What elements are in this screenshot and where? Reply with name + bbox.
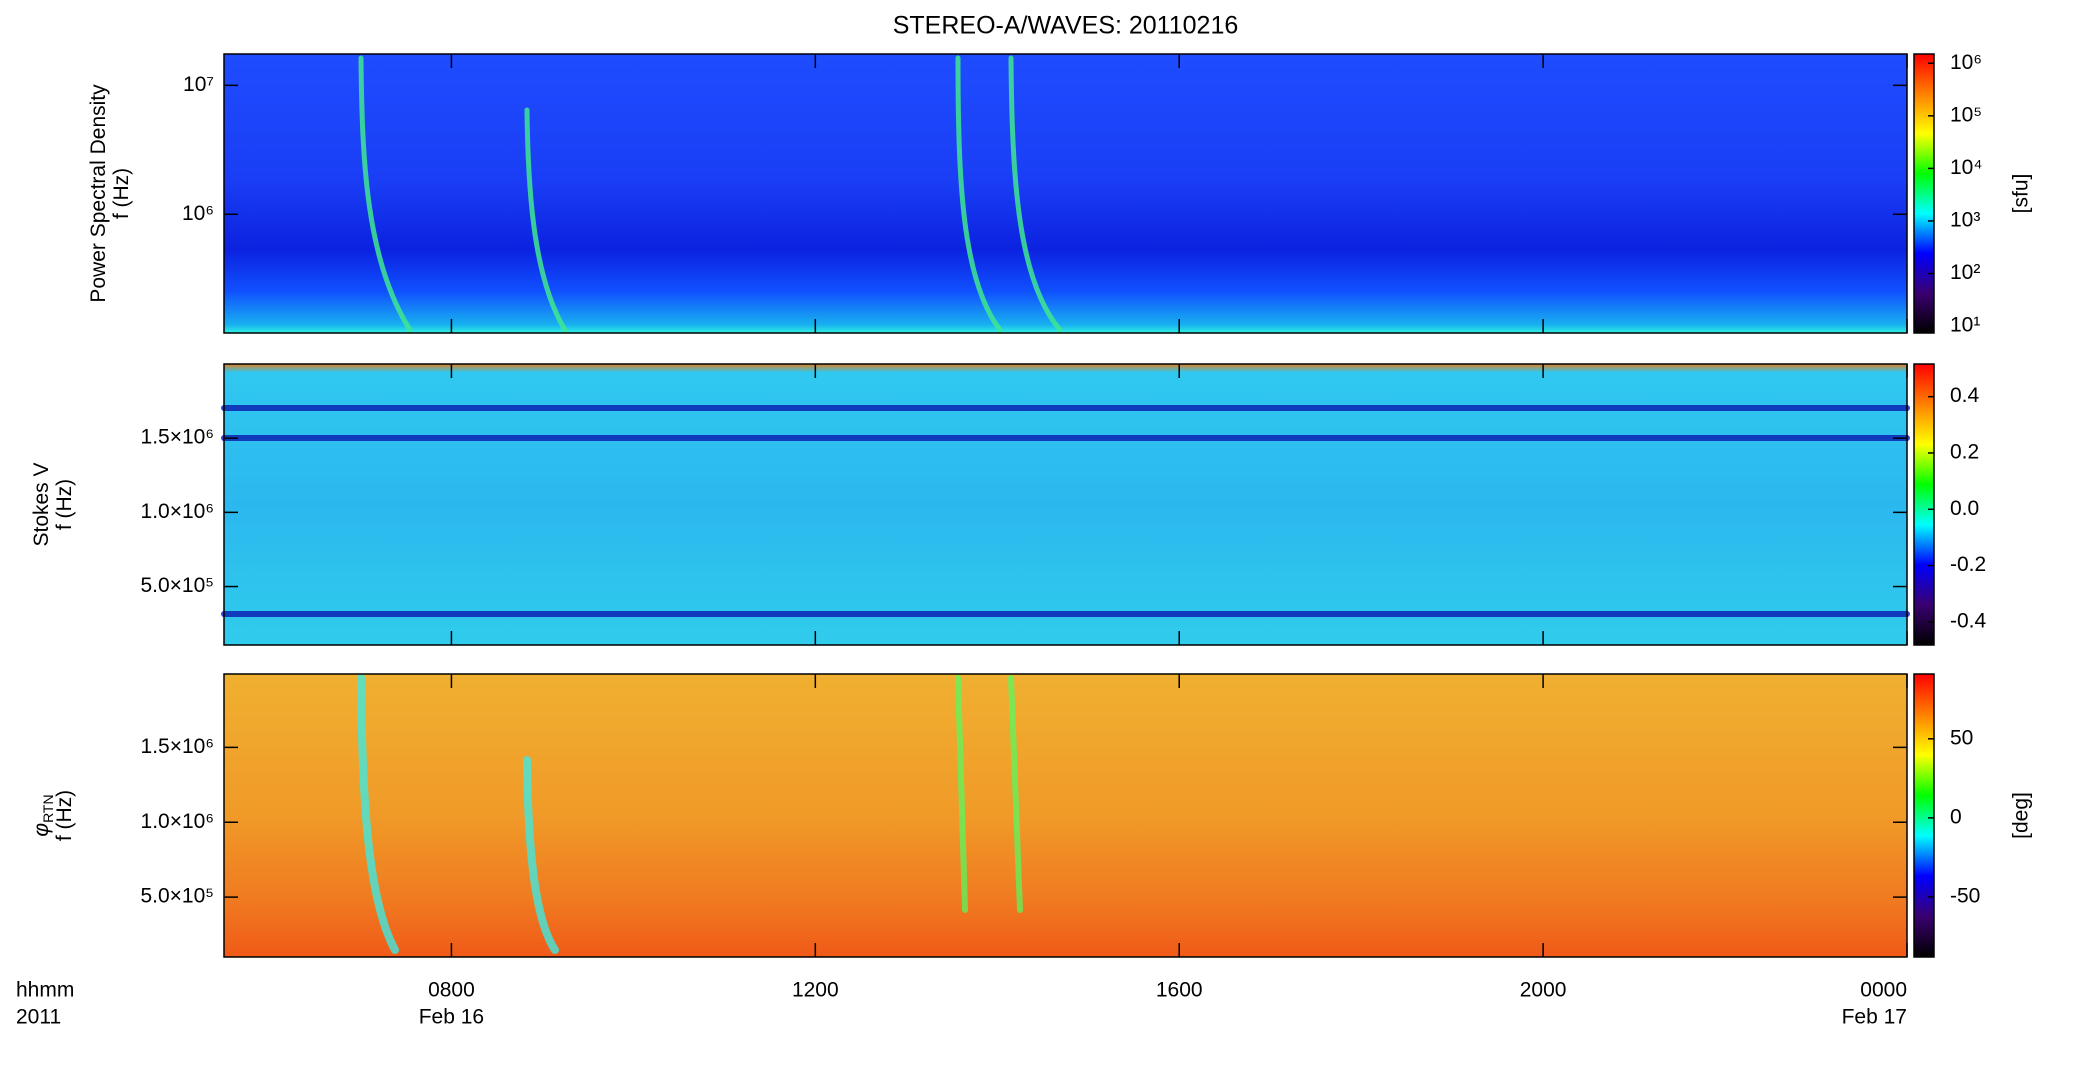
burst <box>1008 675 1023 913</box>
colorbar-tick-label: 10⁵ <box>1950 103 1982 126</box>
date-label: Feb 17 <box>1842 1006 1907 1029</box>
y-axis-label-text: f (Hz) <box>53 790 76 841</box>
y-tick-label: 10⁷ <box>183 73 214 96</box>
y-tick-label: 10⁶ <box>182 202 214 225</box>
x-axis-label: 2011 <box>16 1006 61 1029</box>
background-layer <box>224 54 1907 957</box>
x-axis-label: hhmm <box>16 979 74 1002</box>
y-axis-label-text: Stokes V <box>30 462 53 546</box>
y-axis-label: Stokes V <box>30 462 53 546</box>
burst <box>357 674 399 954</box>
burst <box>1008 55 1063 333</box>
colorbar-label: [sfu] <box>2010 174 2033 214</box>
spectrogram <box>224 54 1907 333</box>
y-tick-label: 1.5×10⁶ <box>141 426 214 449</box>
y-axis-label-text: f (Hz) <box>110 168 133 219</box>
chart-title: STEREO-A/WAVES: 20110216 <box>893 12 1239 40</box>
colorbar-tick-label: 10⁴ <box>1950 156 1982 179</box>
burst <box>955 55 1003 333</box>
x-tick-label: 1200 <box>792 979 839 1002</box>
burst <box>358 55 413 333</box>
plot-frame <box>223 363 1908 646</box>
y-tick-label: 1.0×10⁶ <box>141 500 214 523</box>
colorbar-tick-label: 0.4 <box>1950 384 1980 407</box>
y-axis-label-text: Power Spectral Density <box>87 84 110 303</box>
date-label: Feb 16 <box>419 1006 484 1029</box>
burst <box>955 675 968 913</box>
burst <box>524 107 568 333</box>
y-axis-label: φRTN <box>30 794 56 836</box>
colorbar-tick-label: 0.2 <box>1950 441 1979 464</box>
y-tick-label: 1.5×10⁶ <box>141 735 214 758</box>
y-axis-label-text: f (Hz) <box>53 479 76 530</box>
y-axis-label: f (Hz) <box>110 168 133 219</box>
burst <box>523 756 559 954</box>
axes-layer: STEREO-A/WAVES: 20110216 10⁶ 10⁷ Power Spec… <box>16 12 2033 1029</box>
colorbar-tick-label: -0.2 <box>1950 553 1986 576</box>
x-tick-label: 1600 <box>1156 979 1203 1002</box>
y-tick-label: 5.0×10⁵ <box>140 574 214 597</box>
y-tick-label: 5.0×10⁵ <box>140 885 214 908</box>
plot-frame <box>223 53 1908 334</box>
y-axis-label-text: φ <box>30 823 53 837</box>
colorbar-tick-label: 10⁶ <box>1950 51 1982 74</box>
decoration <box>221 55 1910 954</box>
y-axis-label-subscript: RTN <box>40 794 56 823</box>
colorbar-tick-label: 10¹ <box>1950 314 1980 337</box>
x-tick-label: 2000 <box>1520 979 1567 1002</box>
colorbar-tick-label: 10³ <box>1950 209 1980 232</box>
colorbar <box>1913 673 1935 958</box>
y-axis-label: f (Hz) <box>53 790 76 841</box>
colorbar-label: [deg] <box>2010 792 2033 839</box>
colorbar-tick-label: -0.4 <box>1950 609 1987 632</box>
spectrogram <box>224 674 1907 957</box>
colorbar-tick-label: 50 <box>1950 726 1973 749</box>
x-tick-label: 0000 <box>1860 979 1907 1002</box>
colorbar-tick-label: -50 <box>1950 884 1980 907</box>
plot-frame <box>223 673 1908 958</box>
colorbar-tick-label: 0.0 <box>1950 497 1979 520</box>
colorbar-tick-label: 10² <box>1950 261 1980 284</box>
x-tick-label: 0800 <box>428 979 475 1002</box>
y-tick-label: 1.0×10⁶ <box>141 810 214 833</box>
y-axis-label: Power Spectral Density <box>87 84 110 303</box>
colorbar-tick-label: 0 <box>1950 805 1962 828</box>
y-axis-label: f (Hz) <box>53 479 76 530</box>
colorbar <box>1913 363 1935 646</box>
colorbar <box>1913 53 1935 334</box>
